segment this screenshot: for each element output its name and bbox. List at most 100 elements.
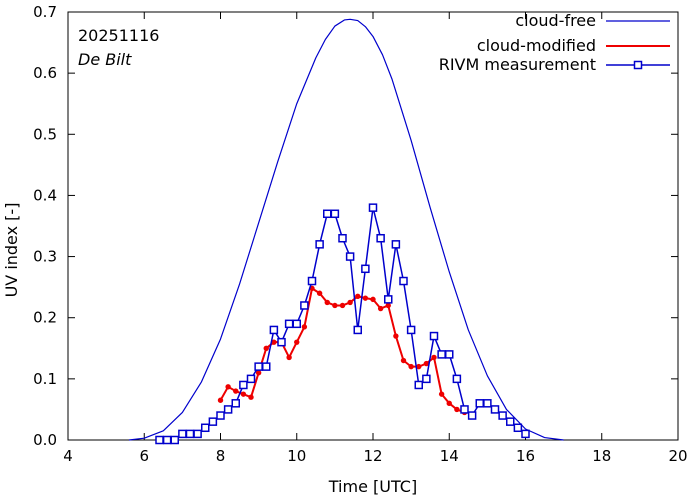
rivm-measurement-point (467, 411, 477, 420)
rivm-measurement-point (445, 350, 454, 359)
rivm-measurement-point (498, 411, 507, 420)
rivm-measurement-point (254, 362, 263, 371)
legend-marker-square (633, 60, 643, 70)
rivm-measurement-point (513, 423, 523, 433)
cloud-modified-point (294, 339, 300, 345)
rivm-measurement-point (323, 209, 332, 219)
cloud-modified-point (400, 357, 407, 364)
cloud-modified-point (408, 363, 414, 370)
cloud-modified-point (431, 354, 437, 361)
y-tick-label: 0.0 (33, 431, 57, 449)
x-tick-label: 12 (363, 447, 382, 465)
y-tick-label: 0.6 (33, 64, 57, 82)
legend: cloud-free cloud-modified RIVM measureme… (439, 11, 670, 74)
rivm-measurement-point (223, 405, 233, 414)
rivm-measurement-point (193, 429, 202, 439)
plot-frame (67, 11, 679, 441)
cloud-modified-point (217, 397, 224, 403)
cloud-modified-point (225, 384, 231, 390)
rivm-measurement-point (307, 276, 317, 286)
rivm-measurement-point (384, 295, 393, 304)
cloud-modified-point (339, 302, 346, 309)
cloud-modified-point (423, 360, 430, 367)
cloud-modified-point (377, 305, 384, 312)
plot-area: 4 6 8 10 12 14 16 18 20 0.0 0.1 0.2 0.3 0.4 0.5 0.6 0.7 (33, 3, 687, 465)
x-tick-label: 18 (592, 447, 611, 465)
rivm-measurement-point (406, 325, 416, 335)
cloud-modified-point (416, 363, 422, 370)
rivm-measurement-point (162, 435, 172, 445)
cloud-modified-point (355, 293, 361, 300)
cloud-modified-point (385, 302, 391, 309)
legend-label-cloud-modified: cloud-modified (477, 36, 596, 55)
x-tick-label: 8 (216, 447, 226, 465)
y-tick-label: 0.7 (33, 3, 57, 21)
cloud-modified-point (255, 370, 262, 376)
rivm-measurement-point (422, 374, 431, 384)
cloud-modified-point (370, 296, 376, 303)
rivm-measurement-point (414, 380, 423, 390)
date-annotation: 20251116 (78, 26, 159, 45)
y-tick-label: 0.2 (33, 309, 57, 327)
cloud-modified-point (316, 290, 323, 296)
legend-entry-cloud-modified: cloud-modified (477, 36, 670, 55)
rivm-measurement-point (391, 240, 401, 249)
rivm-measurement-point (460, 405, 469, 414)
cloud-modified-point (362, 295, 369, 301)
rivm-measurement-point (284, 319, 294, 329)
x-tick-label: 4 (63, 447, 73, 465)
x-tick-label: 20 (668, 447, 687, 465)
cloud-modified-point (286, 354, 292, 361)
cloud-modified-point (438, 391, 445, 397)
rivm-measurement-point (277, 337, 286, 347)
series-line-cloud-free (128, 18, 564, 441)
y-axis-title: UV index [-] (2, 203, 21, 298)
rivm-measurement-point (376, 233, 385, 243)
rivm-measurement-point (330, 209, 340, 219)
rivm-measurement-point (483, 399, 492, 408)
rivm-measurement-point (345, 252, 355, 261)
legend-label-rivm-measurement: RIVM measurement (439, 55, 596, 74)
rivm-measurement-point (506, 417, 515, 426)
y-tick-label: 0.5 (33, 125, 57, 143)
rivm-measurement-point (208, 417, 218, 426)
cloud-modified-point (454, 406, 460, 413)
cloud-modified-point (332, 302, 338, 309)
axis-ticks: 4 6 8 10 12 14 16 18 20 0.0 0.1 0.2 0.3 0.4 0.5 0.6 0.7 (33, 3, 687, 465)
rivm-measurement-point (170, 435, 179, 445)
cloud-modified-point (446, 400, 452, 407)
location-annotation: De Bilt (78, 50, 132, 69)
y-tick-label: 0.1 (33, 370, 57, 388)
rivm-measurement-point (269, 325, 279, 335)
cloud-modified-point (271, 339, 277, 345)
rivm-measurement-point (231, 399, 240, 408)
cloud-modified-point (347, 299, 353, 306)
rivm-measurement-point (490, 405, 500, 414)
rivm-measurement-point (521, 429, 530, 439)
rivm-measurement-point (201, 423, 210, 433)
series-layer (128, 18, 564, 445)
rivm-measurement-point (437, 350, 446, 359)
cloud-modified-point (240, 391, 247, 397)
x-tick-label: 14 (440, 447, 459, 465)
cloud-modified-point (393, 333, 399, 339)
rivm-measurement-point (361, 264, 370, 274)
rivm-measurement-point (216, 411, 225, 420)
y-tick-label: 0.4 (33, 186, 57, 204)
rivm-measurement-point (452, 374, 462, 384)
series-line-rivm-measurement (159, 206, 526, 441)
cloud-modified-point (263, 345, 269, 351)
cloud-modified-point (233, 388, 239, 394)
rivm-measurement-point (475, 399, 484, 408)
x-tick-label: 6 (139, 447, 149, 465)
rivm-measurement-point (155, 435, 164, 445)
rivm-measurement-point (368, 203, 378, 212)
rivm-measurement-point (239, 380, 248, 390)
rivm-measurement-point (338, 233, 347, 243)
rivm-measurement-point (300, 301, 309, 310)
x-tick-label: 16 (516, 447, 535, 465)
cloud-modified-point (324, 299, 330, 306)
rivm-measurement-point (262, 362, 271, 371)
x-axis-title: Time [UTC] (328, 477, 417, 496)
